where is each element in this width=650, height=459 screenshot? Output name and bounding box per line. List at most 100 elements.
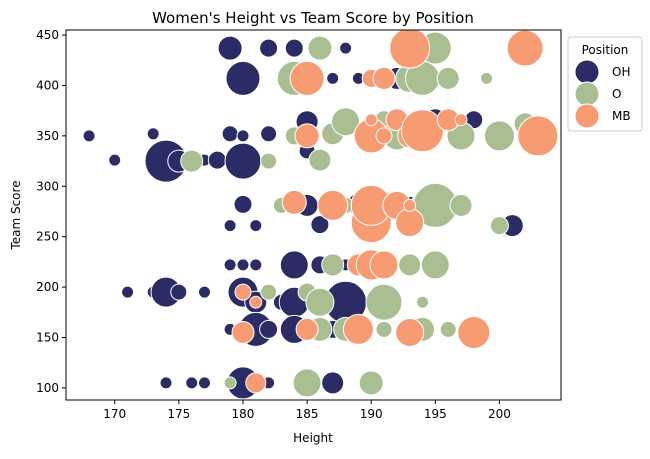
x-tick-label: 200 [488, 407, 511, 421]
data-point-mb [342, 313, 374, 345]
data-point-mb [364, 113, 378, 127]
data-point-o [398, 253, 422, 277]
data-point-o [375, 320, 393, 338]
data-point-mb [295, 317, 319, 341]
data-point-o [223, 376, 237, 390]
data-point-oh [225, 60, 261, 96]
data-point-oh [326, 71, 340, 85]
data-point-o [180, 149, 204, 173]
data-point-oh [185, 376, 199, 390]
data-point-mb [294, 123, 320, 149]
data-point-oh [249, 219, 263, 233]
x-tick-label: 195 [424, 407, 447, 421]
data-point-mb [281, 189, 307, 215]
data-point-mb [395, 318, 425, 347]
data-point-mb [454, 113, 468, 127]
chart-title: Women's Height vs Team Score by Position [152, 9, 474, 27]
data-point-mb [457, 316, 491, 349]
data-point-mb [317, 189, 349, 221]
data-point-o [439, 320, 457, 338]
data-point-oh [221, 125, 239, 143]
data-point-o [449, 193, 473, 217]
legend-title: Position [582, 43, 629, 57]
data-point-mb [401, 109, 444, 153]
x-tick-label: 180 [232, 407, 255, 421]
y-tick-label: 300 [36, 179, 59, 193]
data-point-oh [198, 376, 211, 390]
y-tick-label: 150 [36, 330, 59, 344]
data-point-mb [389, 30, 431, 69]
y-tick-label: 250 [36, 230, 59, 244]
x-tick-label: 175 [167, 407, 190, 421]
data-point-oh [224, 142, 262, 180]
x-tick-label: 185 [296, 407, 319, 421]
y-axis: 100 150 200 250 300 350 400 450 [36, 28, 66, 395]
data-point-mb [231, 321, 255, 344]
data-point-o [420, 250, 450, 280]
x-axis: 170 175 180 185 190 195 200 [103, 400, 511, 421]
data-point-oh [146, 127, 160, 141]
data-point-oh [223, 219, 237, 233]
legend-marker-o [574, 81, 600, 107]
data-point-oh [121, 285, 135, 299]
data-point-oh [198, 285, 211, 299]
data-point-o [308, 148, 332, 172]
data-point-mb [517, 115, 559, 157]
data-point-o [260, 152, 278, 170]
legend-label-oh: OH [612, 65, 630, 79]
data-point-oh [233, 194, 253, 214]
data-point-o [260, 283, 278, 301]
y-axis-label: Team Score [9, 180, 23, 250]
data-point-oh [259, 38, 279, 58]
data-point-oh [170, 283, 188, 301]
data-point-mb [403, 198, 417, 212]
x-tick-label: 170 [103, 407, 126, 421]
legend-label-mb: MB [612, 109, 631, 123]
data-point-o [416, 295, 429, 309]
data-point-mb [245, 372, 267, 394]
y-tick-label: 450 [36, 28, 59, 42]
data-point-o [483, 120, 515, 152]
data-point-o [489, 216, 509, 236]
y-tick-label: 100 [36, 381, 59, 395]
data-point-oh [236, 258, 250, 272]
data-point-oh [260, 125, 278, 143]
data-point-o [480, 71, 494, 85]
data-point-mb [234, 283, 252, 301]
y-tick-label: 350 [36, 129, 59, 143]
data-point-mb [375, 127, 393, 145]
data-point-o [365, 283, 403, 321]
data-point-mb [506, 30, 544, 67]
data-point-oh [159, 376, 173, 390]
data-point-oh [321, 371, 345, 395]
data-point-oh [249, 258, 263, 272]
legend-label-o: O [612, 87, 621, 101]
data-point-oh [223, 258, 237, 272]
legend-marker-mb [574, 103, 600, 129]
data-point-mb [249, 295, 263, 309]
data-point-oh [217, 35, 243, 61]
data-point-o [436, 66, 460, 90]
data-point-oh [339, 41, 353, 55]
y-tick-label: 400 [36, 78, 59, 92]
data-point-oh [279, 250, 309, 280]
legend-marker-oh [574, 59, 600, 85]
data-point-oh [236, 129, 250, 143]
data-point-o [305, 287, 335, 317]
data-point-oh [108, 153, 122, 167]
data-point-oh [207, 150, 227, 170]
series-mb [231, 30, 559, 394]
data-point-mb [369, 250, 399, 280]
data-point-oh [82, 129, 96, 143]
x-tick-label: 190 [360, 407, 383, 421]
data-point-o [358, 370, 384, 396]
data-point-o [331, 107, 361, 137]
x-axis-label: Height [293, 431, 333, 445]
y-tick-label: 200 [36, 280, 59, 294]
data-point-o [307, 35, 333, 61]
legend: Position OH O MB [567, 36, 643, 132]
data-point-mb [395, 208, 425, 238]
data-point-oh [310, 215, 330, 235]
